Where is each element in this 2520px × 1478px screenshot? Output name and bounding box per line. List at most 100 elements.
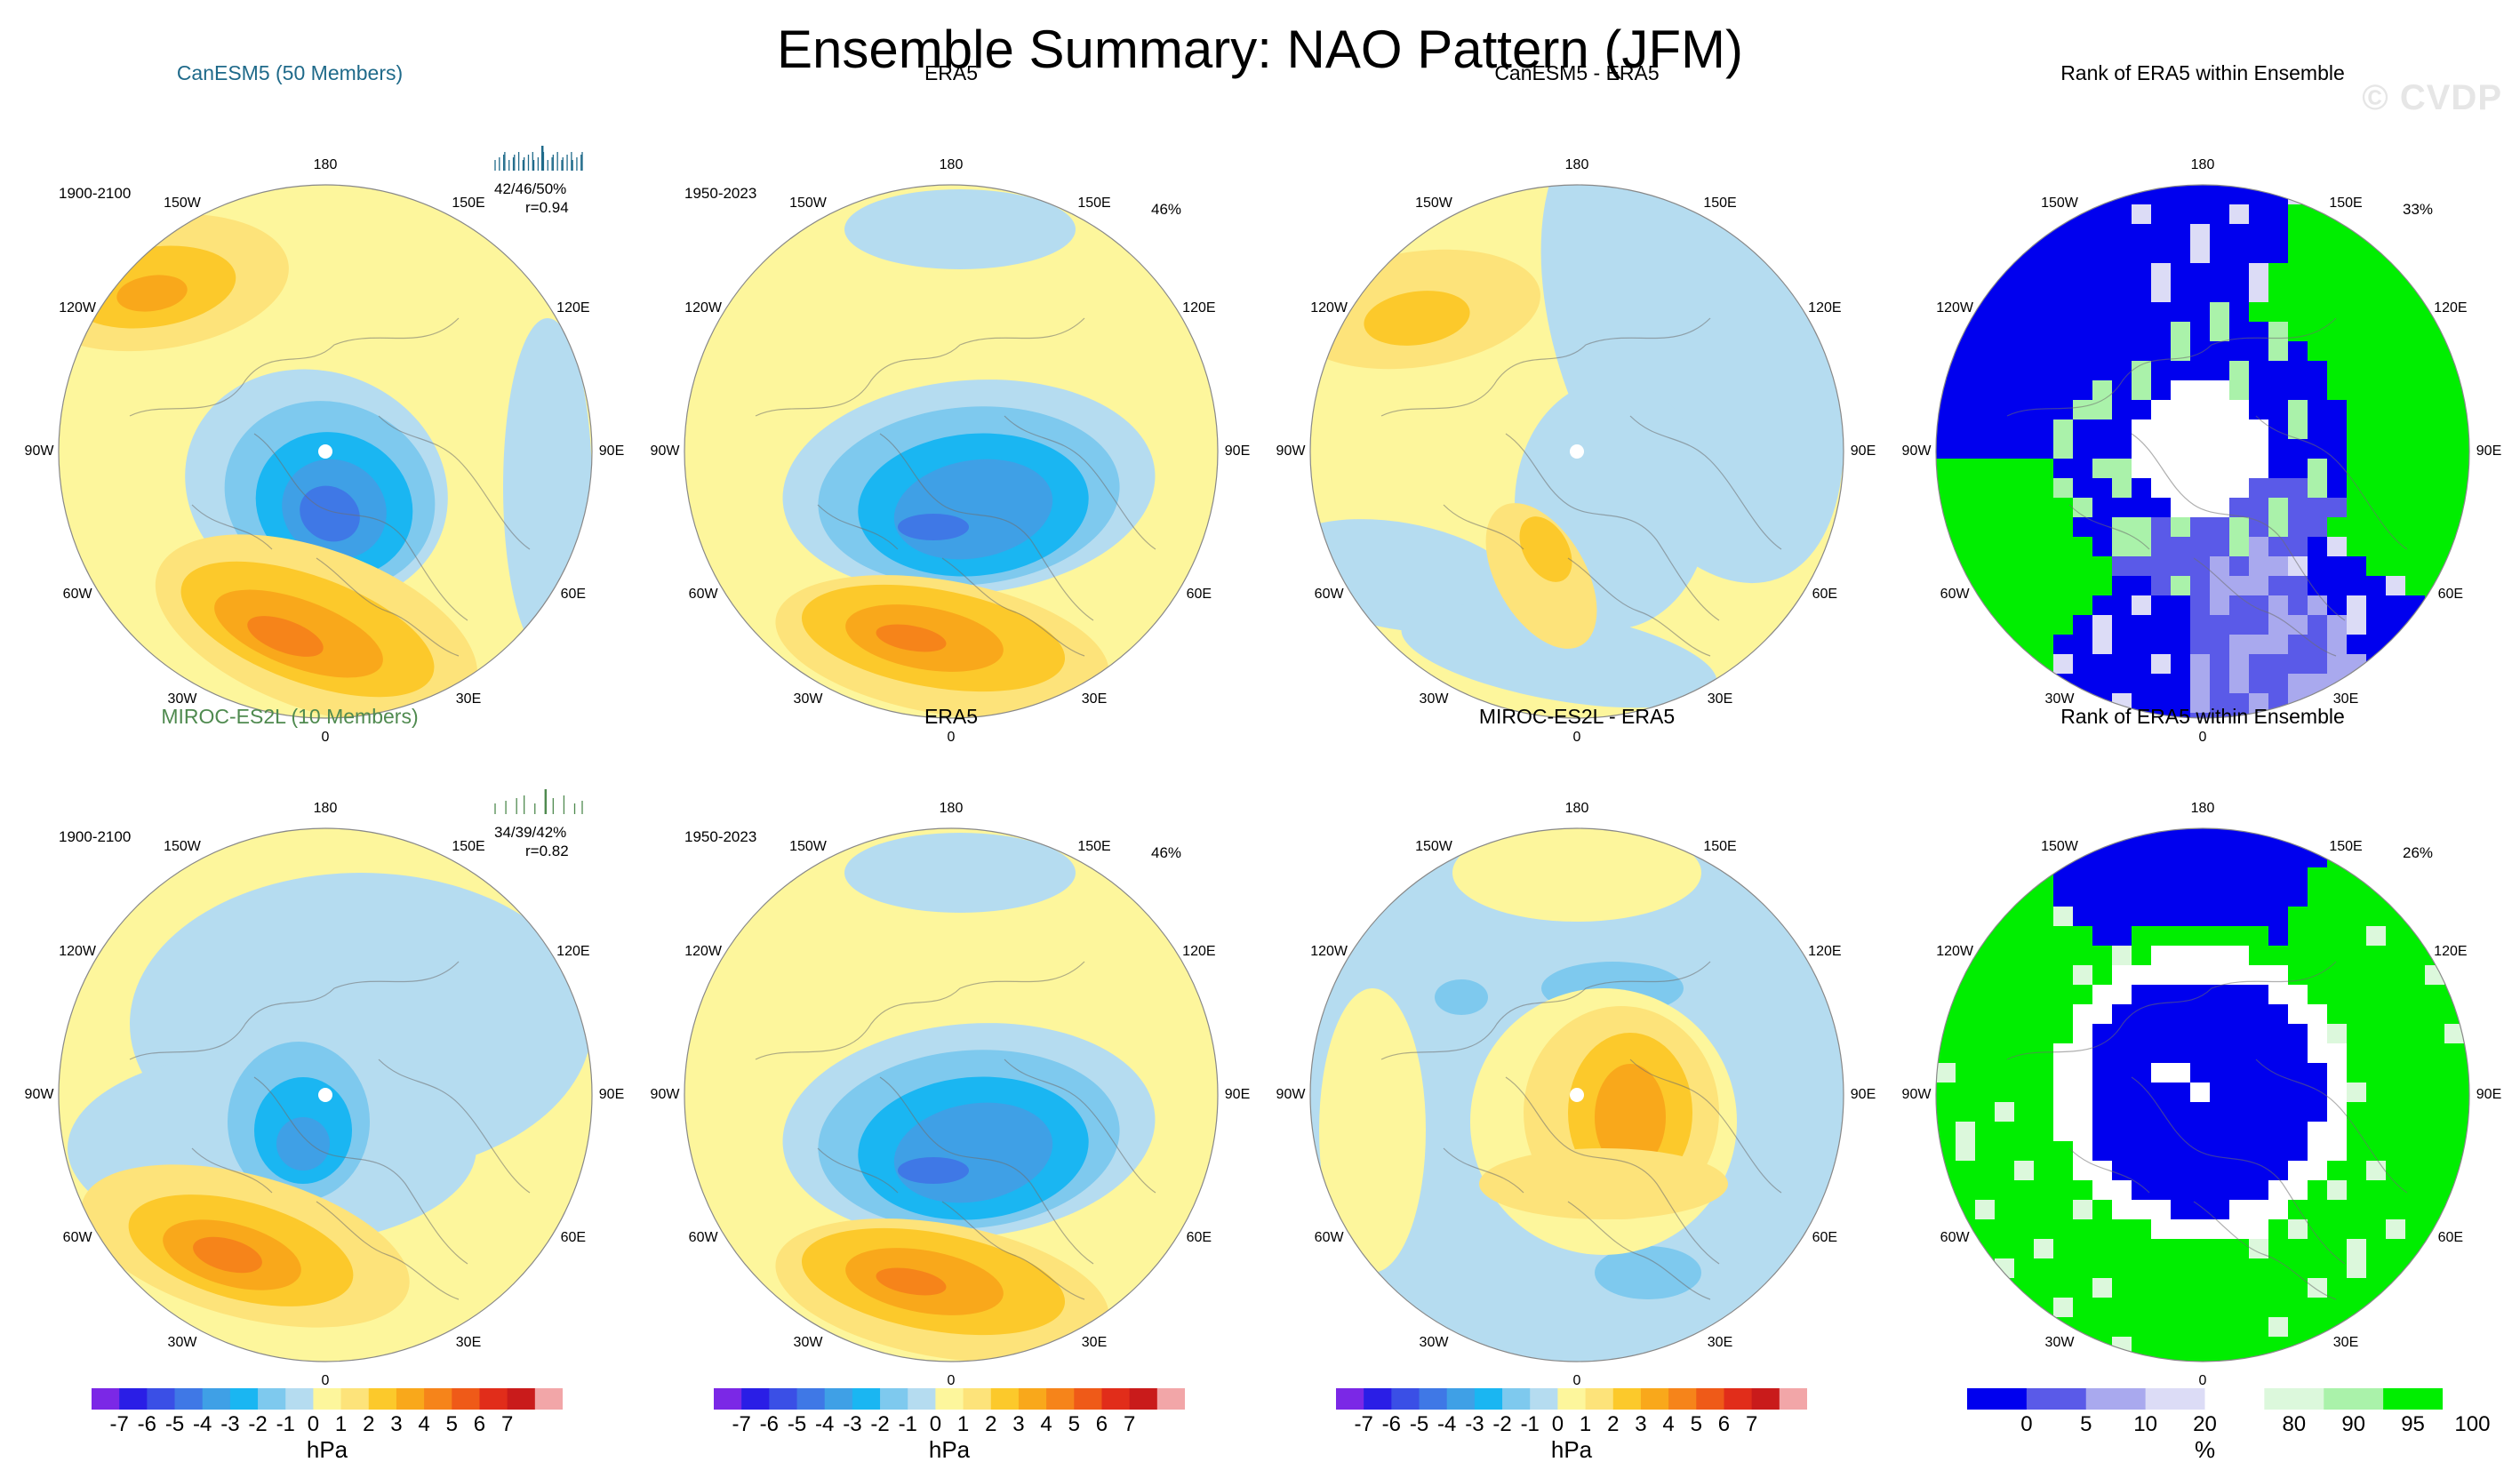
colorbar-swatch <box>796 1388 826 1410</box>
map-boundary <box>1309 827 1844 1362</box>
lon-label: 0 <box>947 1373 956 1388</box>
map-boundary <box>58 184 593 719</box>
lon-label: 30W <box>167 1334 197 1350</box>
lon-label: 120W <box>59 944 97 959</box>
lon-label: 30E <box>455 691 482 707</box>
coastlines <box>755 961 1156 1300</box>
lon-label: 120E <box>1182 300 1216 316</box>
colorbar-swatch <box>1129 1388 1158 1410</box>
colorbar-swatch <box>479 1388 508 1410</box>
lon-label: 150W <box>789 839 827 855</box>
colorbar-tick-label: 95 <box>2401 1412 2425 1436</box>
contour-fill <box>1452 828 1701 922</box>
ensemble-variance-range: 42/46/50% <box>494 180 567 197</box>
panel-title: ERA5 <box>924 705 979 728</box>
colorbar-tick-label: 3 <box>1635 1412 1647 1436</box>
colorbar-swatch <box>424 1388 452 1410</box>
colorbar-swatch <box>119 1388 148 1410</box>
lon-label: 30W <box>793 1334 823 1350</box>
colorbar-tick-label: 0 <box>1551 1412 1564 1436</box>
contour-fill <box>247 616 324 657</box>
contour-fill <box>876 624 947 652</box>
figure-title: Ensemble Summary: NAO Pattern (JFM) <box>777 20 1743 79</box>
colorbar-swatch <box>396 1388 425 1410</box>
lon-label: 90W <box>1901 443 1932 459</box>
colorbar-swatch <box>908 1388 936 1410</box>
lon-label: 60E <box>1812 587 1838 602</box>
lon-label: 150E <box>2329 839 2363 855</box>
colorbar-swatch <box>1391 1388 1420 1410</box>
map-boundary <box>1935 827 2470 1362</box>
lon-label: 180 <box>313 801 338 816</box>
lon-label: 0 <box>947 730 956 745</box>
colorbar-tick-label: 7 <box>1123 1412 1136 1436</box>
coastlines <box>2006 317 2408 657</box>
period-label: 1900-2100 <box>59 185 132 202</box>
colorbar-swatch <box>2264 1388 2324 1410</box>
contour-fill <box>844 833 1076 913</box>
period-label: 1950-2023 <box>684 828 757 845</box>
lon-label: 180 <box>939 801 964 816</box>
lon-label: 150W <box>1415 196 1452 212</box>
colorbar-tick-label: 6 <box>1717 1412 1731 1436</box>
lon-label: 60E <box>2437 1230 2464 1245</box>
colorbar-swatch <box>1724 1388 1753 1410</box>
lon-label: 30W <box>2044 691 2075 707</box>
colorbar-tick-label: -6 <box>137 1412 157 1436</box>
colorbar-swatch <box>313 1388 342 1410</box>
colorbar-swatch <box>741 1388 770 1410</box>
colorbar-tick-label: -7 <box>732 1412 751 1436</box>
lon-label: 90E <box>1850 1087 1876 1102</box>
colorbar-units: hPa <box>306 1436 348 1463</box>
lon-label: 60W <box>62 587 92 602</box>
colorbar-swatch <box>1530 1388 1558 1410</box>
colorbar-swatch <box>340 1388 370 1410</box>
coastlines <box>129 961 531 1300</box>
colorbar-swatch <box>1101 1388 1131 1410</box>
colorbar-tick-label: -3 <box>843 1412 862 1436</box>
colorbar-swatch <box>258 1388 286 1410</box>
variance-pct: 33% <box>2403 201 2434 218</box>
period-label: 1950-2023 <box>684 185 757 202</box>
lon-label: 150W <box>164 196 201 212</box>
map-boundary <box>1935 184 2470 719</box>
variance-pct: 26% <box>2403 844 2434 861</box>
colorbar-tick-label: 2 <box>1607 1412 1620 1436</box>
lon-label: 150W <box>1415 839 1452 855</box>
lon-label: 30W <box>793 691 823 707</box>
colorbar-swatch <box>2383 1388 2443 1410</box>
lon-label: 120E <box>2434 944 2468 959</box>
lon-label: 180 <box>939 157 964 172</box>
colorbar-tick-label: -1 <box>1520 1412 1540 1436</box>
lon-label: 150E <box>1703 839 1737 855</box>
map-boundary <box>58 827 593 1362</box>
pole-marker <box>1570 444 1584 459</box>
colorbar-tick-label: 3 <box>390 1412 403 1436</box>
colorbar-swatch <box>1074 1388 1102 1410</box>
lon-label: 90W <box>1901 1087 1932 1102</box>
colorbar-swatch <box>714 1388 742 1410</box>
cvdp-watermark: © CVDP <box>2362 78 2502 117</box>
colorbar-swatch <box>990 1388 1020 1410</box>
colorbar-swatch <box>534 1388 563 1410</box>
variance-pct: 46% <box>1151 844 1182 861</box>
lon-label: 150W <box>164 839 201 855</box>
colorbar-tick-label: 90 <box>2341 1412 2366 1436</box>
panel-title: CanESM5 (50 Members) <box>176 61 404 84</box>
colorbar-tick-label: -4 <box>815 1412 835 1436</box>
period-label: 1900-2100 <box>59 828 132 845</box>
colorbar-tick-label: -6 <box>1381 1412 1402 1436</box>
polar-map-r1c2 <box>684 184 1219 719</box>
colorbar-swatch <box>963 1388 992 1410</box>
contour-fill <box>898 514 969 540</box>
lon-label: 150E <box>1077 839 1111 855</box>
colorbar-tick-label: 20 <box>2193 1412 2217 1436</box>
coastlines <box>1380 961 1782 1300</box>
lon-label: 120W <box>59 300 97 316</box>
polar-map-r1c3 <box>1309 184 1844 719</box>
contour-fill <box>276 1117 330 1170</box>
lon-label: 30W <box>1419 1334 1449 1350</box>
variance-pct: 46% <box>1151 201 1182 218</box>
map-boundary <box>684 184 1219 719</box>
lon-label: 60W <box>1940 587 1970 602</box>
